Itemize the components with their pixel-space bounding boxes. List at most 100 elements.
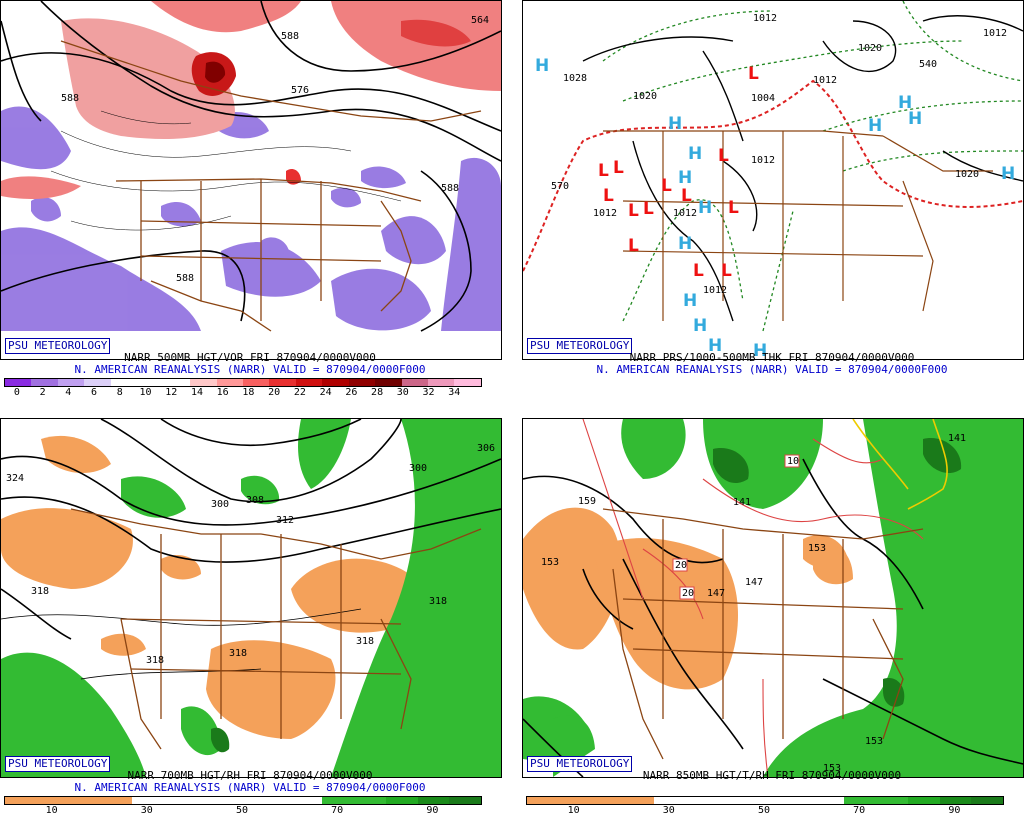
high-symbol: H (753, 341, 767, 359)
colorbar-swatch (653, 797, 686, 804)
colorbar-swatch (322, 797, 355, 804)
colorbar-swatch (454, 379, 481, 386)
low-symbol: L (721, 261, 732, 281)
map-frame: 588 576 564 588 588 588 (0, 0, 502, 360)
colorbar-swatch (68, 797, 101, 804)
colorbar-tick-label: 8 (116, 387, 123, 398)
colorbar-swatch (5, 379, 32, 386)
rh-colorbar (4, 796, 482, 805)
contour-label: 540 (919, 59, 937, 70)
colorbar-swatch (110, 379, 138, 386)
contour-label: 576 (291, 85, 309, 96)
low-symbol: L (598, 161, 609, 181)
colorbar-swatch (163, 379, 191, 386)
colorbar-swatch (385, 797, 418, 804)
map-frame: 10 20 20 159 153 147 141 147 153 153 153… (522, 418, 1024, 778)
contour-label: 1020 (955, 169, 979, 180)
high-symbol: H (668, 114, 682, 134)
colorbar-swatch (36, 797, 69, 804)
map-subcaption: N. AMERICAN REANALYSIS (NARR) VALID = 87… (596, 363, 948, 376)
contour-label: 147 (745, 577, 763, 588)
contour-label: 588 (441, 183, 459, 194)
colorbar-swatch (163, 797, 196, 804)
panel-850mb-rh: 10 20 20 159 153 147 141 147 153 153 153… (522, 418, 1024, 820)
high-symbol: H (868, 116, 882, 136)
colorbar-swatch (590, 797, 623, 804)
colorbar-tick-label: 14 (190, 387, 203, 398)
low-symbol: L (613, 158, 624, 178)
contour-label: 308 (246, 495, 264, 506)
boxed-label-frame (672, 558, 688, 572)
colorbar-swatch (428, 379, 455, 386)
high-symbol: H (683, 291, 697, 311)
contour-label: 306 (477, 443, 495, 454)
colorbar-tick-label: 2 (39, 387, 46, 398)
rh-colorbar-ticks: 10 30 50 70 90 (4, 805, 480, 817)
map-frame: H H H H H H H H H H H H H H L L L L L L (522, 0, 1024, 360)
colorbar-tick-label: 34 (448, 387, 461, 398)
contour-label: 300 (211, 499, 229, 510)
contour-label: 318 (429, 596, 447, 607)
colorbar-swatch (137, 379, 164, 386)
high-symbol: H (898, 93, 912, 113)
contour-label: 1004 (751, 93, 775, 104)
colorbar-tick-label: 26 (345, 387, 358, 398)
low-symbol: L (628, 201, 639, 221)
colorbar-swatch (131, 797, 164, 804)
panel-pressure-thickness: H H H H H H H H H H H H H H L L L L L L (522, 0, 1024, 402)
map-frame: 324 318 300 308 312 300 306 318 318 318 … (0, 418, 502, 778)
colorbar-swatch (5, 797, 37, 804)
high-symbol: H (698, 198, 712, 218)
contour-label: 1020 (858, 43, 882, 54)
map-caption: NARR 500MB HGT/VOR FRI 870904/0000V000 (124, 351, 376, 364)
colorbar-tick-label: 90 (948, 805, 961, 816)
colorbar-swatch (227, 797, 259, 804)
colorbar-swatch (290, 797, 323, 804)
low-symbol: L (603, 186, 614, 206)
vorticity-colorbar (4, 378, 482, 387)
contour-label: 1012 (813, 75, 837, 86)
rh850-map: 10 20 20 159 153 147 141 147 153 153 153… (523, 419, 1023, 777)
pressure-map: H H H H H H H H H H H H H H L L L L L L (523, 1, 1023, 359)
colorbar-swatch (844, 797, 877, 804)
vorticity-map: 588 576 564 588 588 588 (1, 1, 501, 332)
map-subcaption: N. AMERICAN REANALYSIS (NARR) VALID = 87… (74, 363, 426, 376)
contour-label: 318 (146, 655, 164, 666)
temperature-box-label: 10 (787, 456, 799, 467)
contour-label: 564 (471, 15, 489, 26)
colorbar-swatch (971, 797, 1004, 804)
contour-label: 1028 (563, 73, 587, 84)
colorbar-tick-label: 30 (662, 805, 675, 816)
contour-label: 588 (176, 273, 194, 284)
colorbar-swatch (295, 379, 323, 386)
colorbar-swatch (31, 379, 58, 386)
colorbar-tick-label: 90 (426, 805, 439, 816)
colorbar-swatch (401, 379, 428, 386)
colorbar-tick-label: 24 (319, 387, 332, 398)
colorbar-swatch (717, 797, 750, 804)
contour-label: 318 (31, 586, 49, 597)
colorbar-swatch (685, 797, 718, 804)
colorbar-swatch (812, 797, 845, 804)
colorbar-tick-label: 4 (65, 387, 72, 398)
vorticity-colorbar-ticks: 0 2 4 6 8 10 12 14 16 18 20 22 24 26 28 30 32 34 (4, 387, 480, 399)
colorbar-swatch (322, 379, 349, 386)
contour-label: 141 (948, 433, 966, 444)
contour-label: 153 (865, 736, 883, 747)
colorbar-tick-label: 28 (371, 387, 384, 398)
contour-label: 570 (551, 181, 569, 192)
contour-label: 1012 (703, 285, 727, 296)
colorbar-tick-label: 0 (13, 387, 20, 398)
panel-500mb-vorticity: 588 576 564 588 588 588 PSU METEOROLOGY … (0, 0, 502, 402)
high-symbol: H (688, 144, 702, 164)
low-symbol: L (643, 199, 654, 219)
contour-label: 324 (6, 473, 24, 484)
contour-label: 1012 (751, 155, 775, 166)
contour-label: 141 (733, 497, 751, 508)
colorbar-swatch (907, 797, 940, 804)
temperature-box-label: 20 (682, 588, 694, 599)
rh700-map: 324 318 300 308 312 300 306 318 318 318 … (1, 419, 501, 777)
high-symbol: H (535, 56, 549, 76)
colorbar-tick-label: 32 (422, 387, 435, 398)
colorbar-swatch (242, 379, 270, 386)
